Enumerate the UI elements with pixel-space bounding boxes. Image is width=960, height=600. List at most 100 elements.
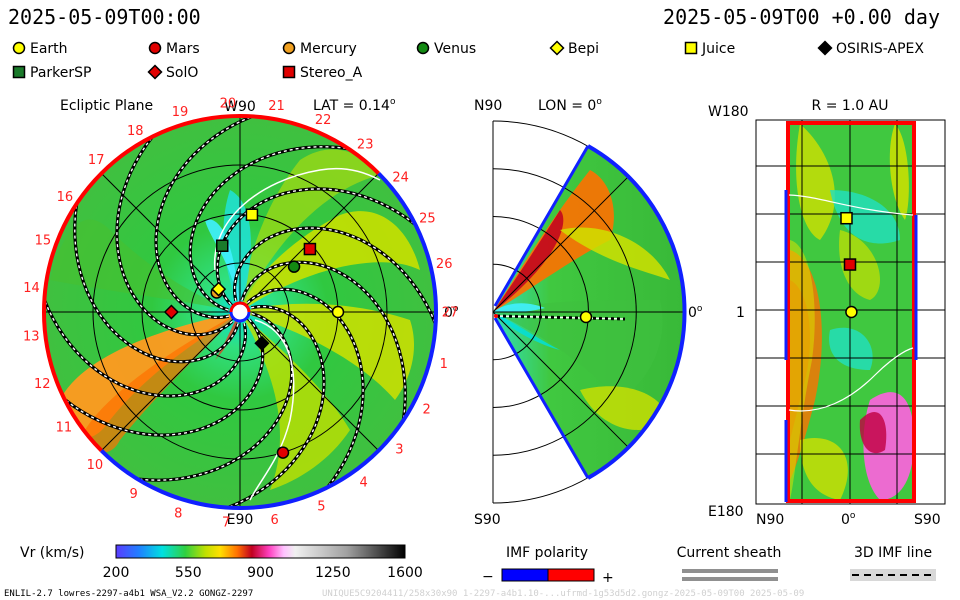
- legend-marker-juice: [684, 41, 698, 55]
- legend-label-bepi: Bepi: [568, 41, 599, 57]
- meridional-body-earth: [579, 310, 593, 324]
- carrington-number: 17: [88, 153, 105, 168]
- footer-run-info: UNIQUE5C9204411/258x30x90 1-2297-a4b1.10…: [322, 589, 804, 599]
- legend-marker-parkersp: [12, 65, 26, 79]
- legend-label-solo: SolO: [166, 65, 198, 81]
- carrington-number: 8: [174, 507, 182, 522]
- carrington-number: 9: [130, 487, 138, 502]
- carrington-number: 5: [317, 500, 325, 515]
- colorbar-tick: 900: [247, 565, 274, 581]
- ecliptic-panel: Ecliptic Plane LAT = 0.14o W90 E90 0o 12…: [23, 96, 459, 530]
- carrington-number: 24: [392, 171, 409, 186]
- ecliptic-top-label: W90: [224, 99, 256, 115]
- map-bottom-left-tick: N90: [756, 512, 784, 528]
- ecliptic-bottom-label: E90: [227, 512, 254, 528]
- ecliptic-body-juice: [245, 208, 259, 221]
- carrington-number: 25: [419, 211, 436, 226]
- ecliptic-title: Ecliptic Plane: [60, 98, 153, 114]
- imf-polarity-legend: IMF polarity − +: [482, 545, 614, 586]
- carrington-number: 18: [127, 124, 144, 139]
- ecliptic-body-parkersp: [215, 239, 229, 252]
- legend-label-mercury: Mercury: [300, 41, 357, 57]
- meridional-right-label: 0o: [688, 304, 703, 321]
- legend-marker-solo: [147, 64, 163, 80]
- meridional-lon-label: LON = 0o: [538, 97, 602, 114]
- legend-marker-mercury: [282, 41, 296, 55]
- current-sheath-legend: Current sheath: [677, 545, 782, 581]
- footer-model-info: ENLIL-2.7 lowres-2297-a4b1 WSA_V2.2 GONG…: [4, 589, 253, 599]
- carrington-number: 21: [268, 99, 285, 114]
- legend-marker-stereo_a: [282, 65, 296, 79]
- colorbar-tick: 1250: [315, 565, 351, 581]
- imf-plus-sign: +: [602, 570, 614, 586]
- timestamp-right: 2025-05-09T00 +0.00 day: [663, 5, 940, 29]
- map-bottom-right-tick: S90: [914, 512, 941, 528]
- map-panel: R = 1.0 AU W180 E180 1 N90 0o S90: [708, 98, 946, 528]
- map-title: R = 1.0 AU: [812, 98, 889, 114]
- carrington-number: 14: [23, 281, 40, 296]
- imf-positive-swatch: [547, 568, 595, 582]
- current-sheath-label: Current sheath: [677, 545, 782, 561]
- imf-minus-sign: −: [482, 569, 494, 585]
- imf-line-legend: 3D IMF line: [850, 545, 936, 581]
- ecliptic-lat-label: LAT = 0.14o: [313, 97, 396, 114]
- carrington-number: 22: [315, 113, 332, 128]
- carrington-number: 7: [222, 516, 230, 531]
- map-bottom-left-label: E180: [708, 504, 744, 520]
- legend-label-earth: Earth: [30, 41, 68, 57]
- ecliptic-body-mars: [276, 446, 290, 459]
- colorbar: Vr (km/s) 200 550 900 1250 1600: [20, 544, 423, 581]
- carrington-number: 19: [172, 105, 189, 120]
- carrington-number: 15: [35, 234, 52, 249]
- ecliptic-right-label: 0o: [444, 304, 459, 321]
- ecliptic-body-venus: [287, 260, 301, 273]
- carrington-number: 10: [87, 458, 104, 473]
- meridional-panel: N90 LON = 0o S90 0o: [474, 97, 703, 528]
- map-body-stereo_a: [843, 258, 857, 271]
- carrington-number: 1: [440, 357, 448, 372]
- carrington-number: 6: [271, 513, 279, 528]
- legend-label-stereo_a: Stereo_A: [300, 65, 363, 81]
- carrington-number: 12: [34, 377, 51, 392]
- ecliptic-body-stereo_a: [303, 242, 317, 256]
- timestamp-left: 2025-05-09T00:00: [8, 5, 201, 29]
- colorbar-tick: 550: [175, 565, 202, 581]
- imf-polarity-label: IMF polarity: [506, 545, 588, 561]
- map-body-juice: [840, 211, 853, 225]
- colorbar-label: Vr (km/s): [20, 545, 84, 561]
- legend-label-parkersp: ParkerSP: [30, 65, 91, 81]
- legend-label-juice: Juice: [701, 41, 735, 57]
- imf-line-label: 3D IMF line: [854, 545, 932, 561]
- carrington-number: 20: [220, 96, 237, 111]
- legend-marker-osiris-apex: [817, 40, 833, 56]
- carrington-number: 27: [442, 305, 459, 320]
- map-bottom-mid-tick: 0o: [841, 511, 856, 528]
- carrington-number: 16: [57, 190, 74, 205]
- carrington-number: 4: [360, 476, 368, 491]
- colorbar-tick: 1600: [387, 565, 423, 581]
- ecliptic-body-solo: [163, 304, 179, 320]
- carrington-number: 3: [395, 443, 403, 458]
- ecliptic-body-earth: [331, 305, 345, 319]
- carrington-number: 23: [357, 137, 374, 152]
- map-top-left-label: W180: [708, 104, 749, 120]
- map-mid-left-label: 1: [736, 305, 745, 321]
- ecliptic-body-bepi: [211, 281, 227, 297]
- body-legend: Earth Mars Mercury Venus Bepi Juice OSIRIS-APE…: [12, 40, 924, 81]
- legend-marker-earth: [12, 41, 26, 55]
- carrington-number: 13: [23, 329, 40, 344]
- legend-marker-mars: [148, 41, 162, 55]
- carrington-number: 11: [56, 420, 73, 435]
- legend-marker-bepi: [549, 40, 565, 56]
- meridional-top-label: N90: [474, 98, 502, 114]
- ecliptic-body-osiris-apex: [254, 335, 270, 351]
- meridional-bottom-label: S90: [474, 512, 501, 528]
- legend-label-mars: Mars: [166, 41, 200, 57]
- legend-marker-venus: [416, 41, 430, 55]
- imf-negative-swatch: [501, 568, 549, 582]
- carrington-number: 2: [422, 402, 430, 417]
- carrington-number: 26: [436, 257, 453, 272]
- legend-label-venus: Venus: [434, 41, 476, 57]
- colorbar-tick: 200: [103, 565, 130, 581]
